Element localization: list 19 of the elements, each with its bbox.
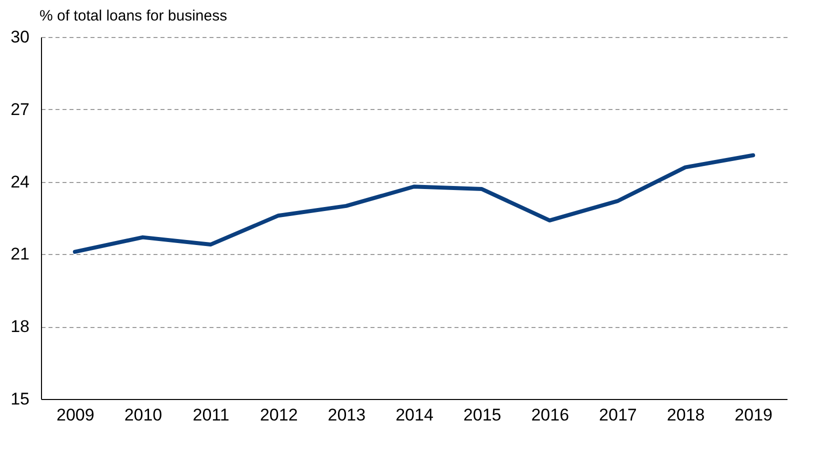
x-tick-label: 2015: [463, 406, 502, 424]
y-tick-label: 30: [10, 28, 30, 46]
x-tick-label: 2018: [666, 406, 705, 424]
y-tick-label: 21: [10, 244, 30, 264]
x-tick-label: 2016: [531, 406, 570, 424]
x-tick-label: 2019: [734, 406, 773, 424]
x-tick-label: 2011: [192, 406, 230, 424]
x-tick-label: 2014: [396, 406, 434, 424]
y-tick-label: 15: [10, 390, 30, 408]
y-axis-title: % of total loans for business: [40, 8, 228, 24]
x-tick-label: 2013: [328, 406, 366, 424]
y-tick-label: 18: [10, 317, 30, 336]
x-tick-label: 2010: [124, 406, 162, 424]
x-tick-label: 2009: [56, 406, 94, 424]
y-tick-label: 24: [10, 172, 30, 192]
line-series: [72, 153, 756, 254]
y-tick-label: 27: [10, 100, 30, 119]
x-tick-label: 2012: [260, 406, 298, 424]
x-tick-label: 2017: [599, 406, 637, 424]
